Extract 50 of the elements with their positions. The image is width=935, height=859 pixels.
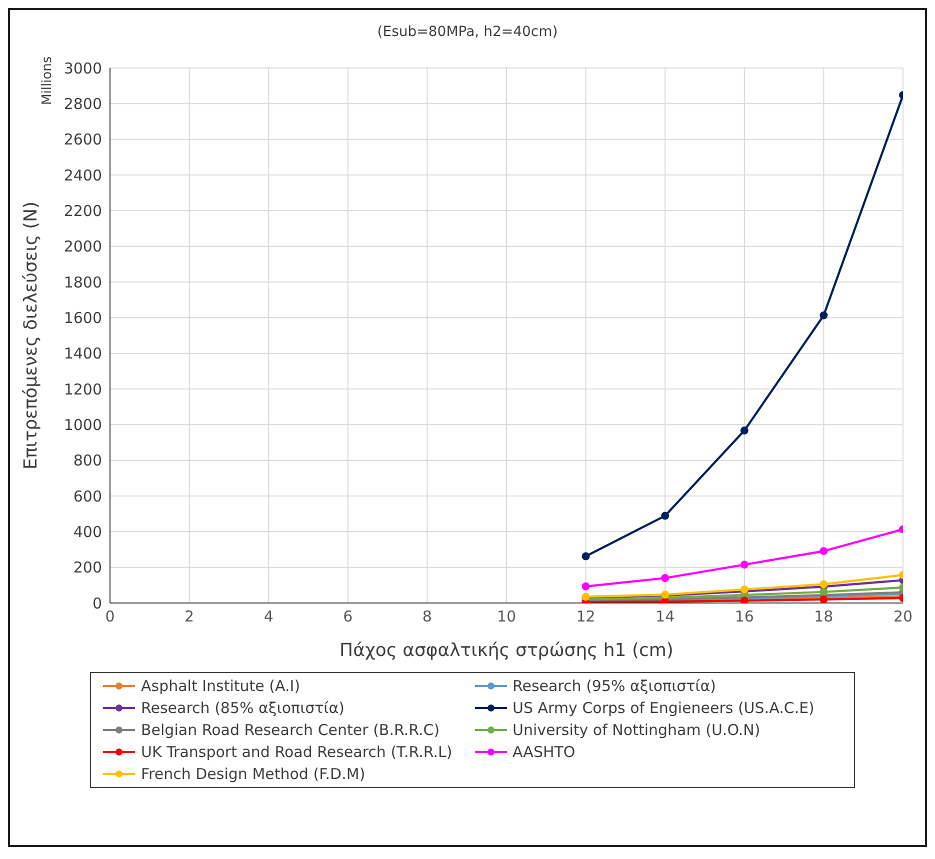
x-axis-title: Πάχος ασφαλτικής στρώσης h1 (cm) — [340, 640, 674, 661]
y-tick-label: 800 — [73, 452, 102, 470]
point — [740, 426, 748, 435]
y-axis-title: Επιτρεπόμενες διελεύσεις (N) — [20, 201, 42, 470]
point — [820, 580, 828, 588]
x-tick-label: 0 — [105, 608, 115, 626]
y-tick-label: 3000 — [64, 59, 102, 78]
point — [740, 560, 748, 569]
legend-label: AASHTO — [512, 743, 576, 761]
point — [661, 512, 670, 520]
y-tick-label: 1000 — [64, 416, 102, 434]
y-tick-label: 2800 — [64, 94, 102, 113]
y-tick-label: 1400 — [64, 344, 102, 363]
x-tick-label: 2 — [184, 608, 194, 626]
y-tick-label: 2000 — [64, 238, 102, 256]
x-tick-label: 4 — [264, 608, 274, 626]
x-tick-label: 10 — [496, 608, 516, 626]
point — [820, 547, 828, 556]
point — [582, 582, 590, 590]
legend-label: University of Nottingham (U.O.N) — [512, 721, 760, 739]
y-tick-label: 1800 — [64, 273, 102, 292]
y-tick-label: 400 — [73, 522, 102, 541]
point — [582, 552, 590, 560]
text: Millions — [40, 56, 55, 105]
x-tick-label: 20 — [893, 608, 913, 626]
y-tick-label: 200 — [73, 558, 102, 577]
legend-label: US Army Corps of Engieneers (US.A.C.E) — [512, 699, 814, 717]
x-tick-label: 14 — [656, 608, 675, 626]
x-tick-label: 8 — [422, 608, 432, 626]
legend-label: Belgian Road Research Center (B.R.R.C) — [141, 721, 440, 739]
legend-label: Asphalt Institute (A.I) — [141, 677, 300, 695]
y-tick-label: 1600 — [64, 308, 102, 327]
legend-label: Research (95% αξιοπιστία) — [512, 677, 716, 695]
y-tick-label: 600 — [73, 487, 102, 506]
y-tick-label: 2200 — [64, 202, 102, 220]
legend-label: Research (85% αξιοπιστία) — [141, 699, 344, 717]
point — [820, 311, 828, 320]
y-tick-label: 2600 — [64, 130, 102, 149]
point — [661, 574, 670, 582]
y-tick-label: 0 — [92, 594, 102, 612]
chart-title: (Esub=80MPa, h2=40cm) — [376, 24, 559, 42]
x-tick-label: 18 — [814, 608, 834, 626]
x-tick-label: 16 — [734, 608, 754, 626]
y-tick-label: 1200 — [64, 380, 102, 398]
y-tick-label: 2400 — [64, 166, 102, 184]
legend-label: UK Transport and Road Research (T.R.R.L) — [141, 743, 452, 761]
x-tick-label: 12 — [576, 608, 596, 626]
point — [820, 588, 828, 596]
x-tick-label: 6 — [343, 608, 353, 626]
legend-label: French Design Method (F.D.M) — [141, 765, 366, 783]
